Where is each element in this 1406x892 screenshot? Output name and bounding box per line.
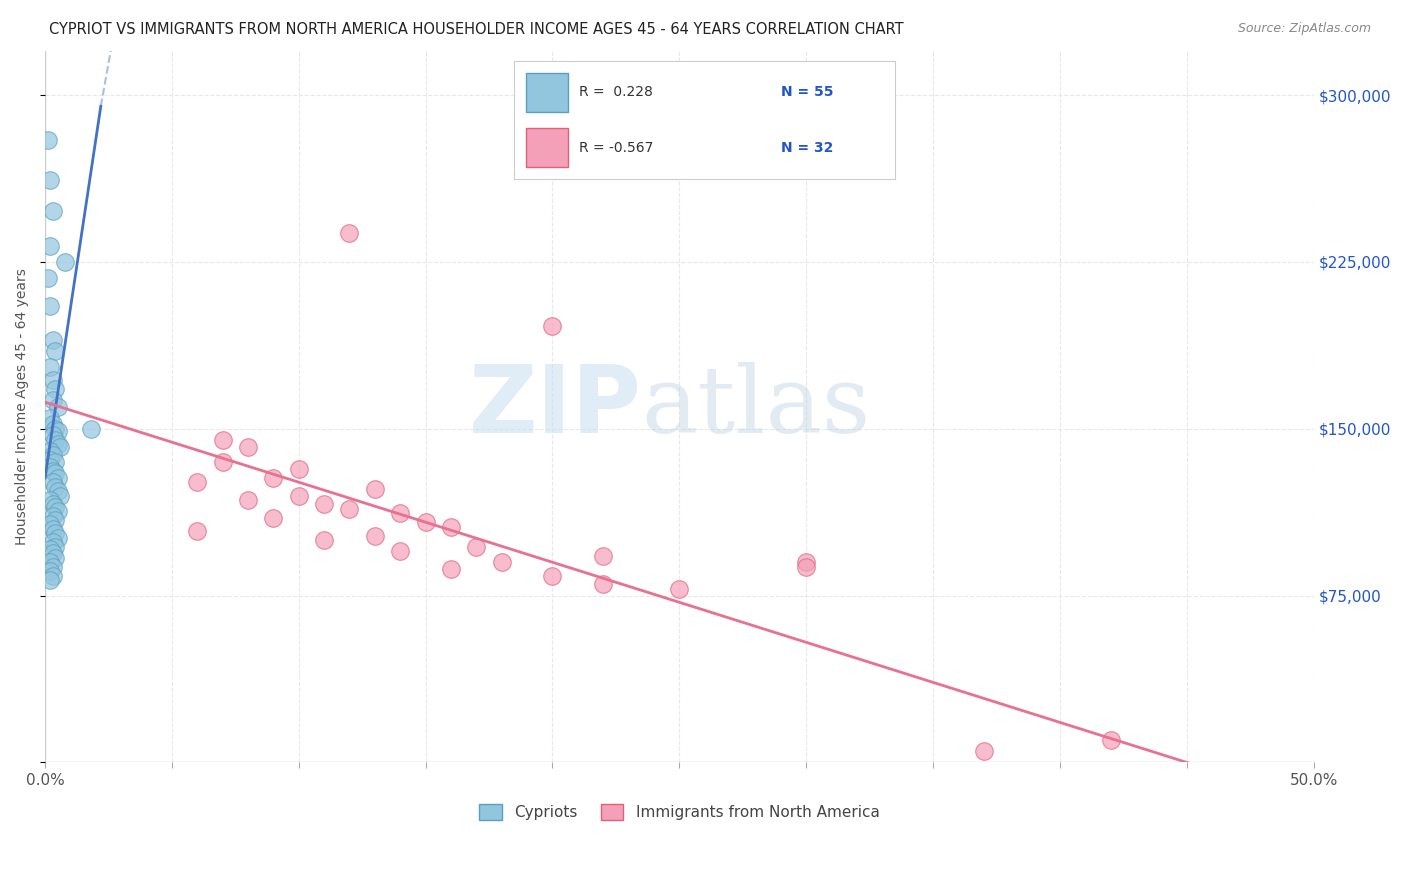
Point xyxy=(41,559,63,574)
Point xyxy=(44,526,66,541)
Point xyxy=(44,422,66,436)
Point xyxy=(39,564,62,578)
Text: atlas: atlas xyxy=(641,361,870,451)
Point xyxy=(37,133,59,147)
Point xyxy=(389,506,412,520)
Point xyxy=(186,524,208,538)
Point xyxy=(44,382,66,396)
Point xyxy=(236,493,259,508)
Point xyxy=(53,255,76,269)
Point xyxy=(46,484,69,499)
Point xyxy=(39,555,62,569)
Point xyxy=(79,422,101,436)
Point xyxy=(1099,733,1122,747)
Point xyxy=(364,528,387,542)
Point xyxy=(44,467,66,481)
Point xyxy=(41,333,63,347)
Text: CYPRIOT VS IMMIGRANTS FROM NORTH AMERICA HOUSEHOLDER INCOME AGES 45 - 64 YEARS C: CYPRIOT VS IMMIGRANTS FROM NORTH AMERICA… xyxy=(49,22,904,37)
Point xyxy=(39,444,62,458)
Point xyxy=(41,428,63,442)
Point xyxy=(211,433,233,447)
Point xyxy=(41,417,63,432)
Point xyxy=(44,500,66,514)
Point xyxy=(794,555,817,569)
Point xyxy=(49,440,72,454)
Point xyxy=(415,515,437,529)
Point xyxy=(49,489,72,503)
Point xyxy=(46,400,69,414)
Point xyxy=(41,535,63,549)
Point xyxy=(186,475,208,490)
Point xyxy=(39,300,62,314)
Point xyxy=(262,510,284,524)
Point xyxy=(440,519,463,533)
Point xyxy=(39,172,62,186)
Point xyxy=(46,424,69,438)
Point xyxy=(41,546,63,560)
Point xyxy=(287,462,309,476)
Point xyxy=(41,497,63,511)
Point xyxy=(41,449,63,463)
Point xyxy=(389,544,412,558)
Point xyxy=(592,549,614,563)
Point xyxy=(44,433,66,447)
Point xyxy=(592,577,614,591)
Point xyxy=(668,582,690,596)
Point xyxy=(339,226,361,240)
Point xyxy=(541,568,564,582)
Point xyxy=(44,480,66,494)
Point xyxy=(41,508,63,523)
Point xyxy=(41,392,63,407)
Point xyxy=(39,573,62,587)
Point xyxy=(440,562,463,576)
Point xyxy=(44,550,66,565)
Point xyxy=(491,555,513,569)
Point xyxy=(46,437,69,451)
Point xyxy=(39,493,62,508)
Point xyxy=(312,533,335,547)
Y-axis label: Householder Income Ages 45 - 64 years: Householder Income Ages 45 - 64 years xyxy=(15,268,30,545)
Point xyxy=(973,744,995,758)
Point xyxy=(541,319,564,334)
Point xyxy=(41,373,63,387)
Point xyxy=(41,475,63,490)
Text: ZIP: ZIP xyxy=(468,360,641,452)
Point xyxy=(339,501,361,516)
Point xyxy=(41,203,63,218)
Point xyxy=(39,453,62,467)
Point xyxy=(37,270,59,285)
Point xyxy=(262,471,284,485)
Point xyxy=(312,497,335,511)
Text: Source: ZipAtlas.com: Source: ZipAtlas.com xyxy=(1237,22,1371,36)
Point xyxy=(236,440,259,454)
Point xyxy=(465,540,488,554)
Point xyxy=(287,489,309,503)
Point xyxy=(39,410,62,425)
Point xyxy=(39,359,62,374)
Point xyxy=(44,455,66,469)
Point xyxy=(364,482,387,496)
Point xyxy=(794,559,817,574)
Point xyxy=(39,239,62,253)
Point xyxy=(39,541,62,556)
Point xyxy=(41,464,63,478)
Point xyxy=(44,343,66,358)
Point xyxy=(44,513,66,527)
Point xyxy=(211,455,233,469)
Point xyxy=(46,531,69,545)
Point xyxy=(39,459,62,474)
Point xyxy=(46,471,69,485)
Point xyxy=(44,540,66,554)
Point xyxy=(41,568,63,582)
Legend: Cypriots, Immigrants from North America: Cypriots, Immigrants from North America xyxy=(472,797,886,826)
Point xyxy=(46,504,69,518)
Point xyxy=(41,522,63,536)
Point xyxy=(39,517,62,532)
